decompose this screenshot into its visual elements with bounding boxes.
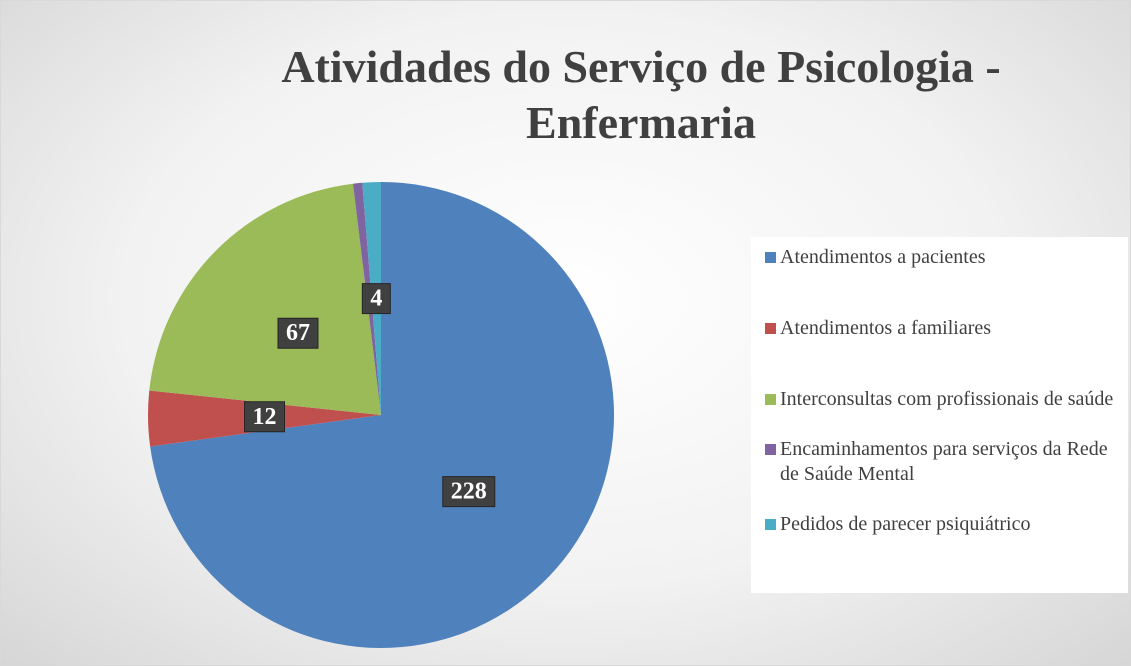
legend: Atendimentos a pacientes Atendimentos a f… xyxy=(751,237,1128,593)
legend-item: Pedidos de parecer psiquiátrico xyxy=(765,512,1118,537)
data-label-box xyxy=(277,317,319,349)
legend-label: Interconsultas com profissionais de saúd… xyxy=(780,388,1114,410)
legend-item: Encaminhamentos para serviços da Rede de… xyxy=(765,437,1118,487)
legend-label: Atendimentos a familiares xyxy=(780,317,992,339)
data-label: 4 xyxy=(370,286,382,312)
legend-label: Pedidos de parecer psiquiátrico xyxy=(780,513,1031,535)
legend-swatch xyxy=(765,519,776,530)
legend-item: Atendimentos a pacientes xyxy=(765,245,1118,270)
pie-slice xyxy=(149,183,381,415)
legend-swatch xyxy=(765,323,776,334)
legend-item: Interconsultas com profissionais de saúd… xyxy=(765,387,1118,412)
chart-title: Atividades do Serviço de Psicologia - En… xyxy=(281,41,1001,148)
data-label: 12 xyxy=(253,404,277,430)
legend-swatch xyxy=(765,252,776,263)
data-label: 228 xyxy=(451,479,487,505)
data-label: 67 xyxy=(286,320,310,346)
data-label-box xyxy=(361,283,391,315)
legend-swatch xyxy=(765,394,776,405)
legend-label: Atendimentos a pacientes xyxy=(780,246,986,268)
legend-item: Atendimentos a familiares xyxy=(765,316,1118,341)
data-label-box xyxy=(244,401,286,433)
legend-swatch xyxy=(765,444,776,455)
data-label-box xyxy=(442,476,496,508)
legend-label: Encaminhamentos para serviços da Rede de… xyxy=(780,438,1108,485)
pie-slice xyxy=(150,182,615,648)
